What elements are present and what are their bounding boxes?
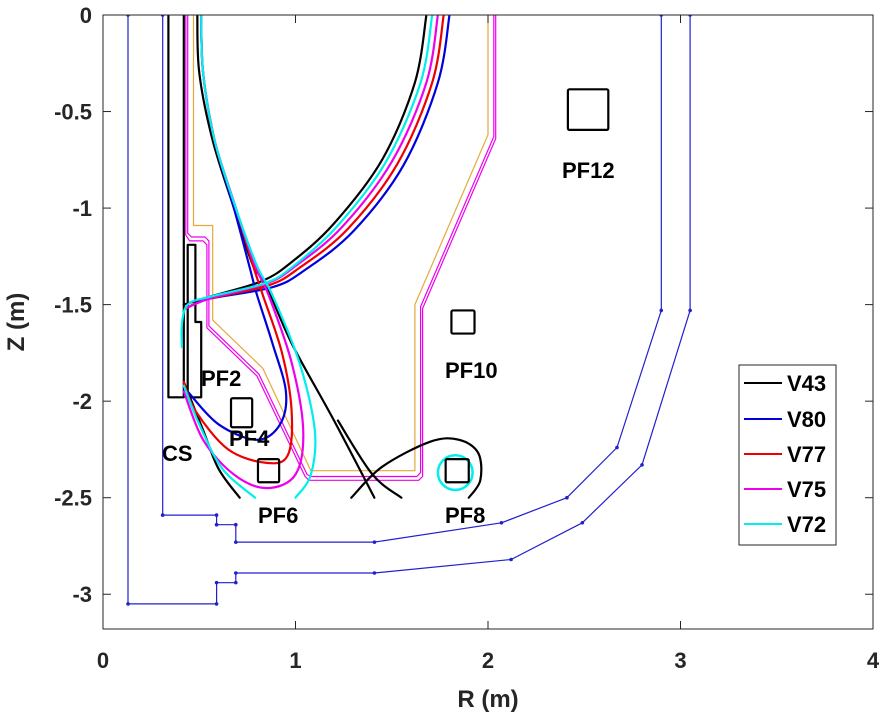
wall-vertex-marker <box>126 602 130 606</box>
wall-vertex-marker <box>214 522 219 527</box>
wall-vertex-marker <box>234 540 238 544</box>
series-v77 <box>182 15 445 465</box>
wall-vertex-marker <box>372 540 377 544</box>
legend-item-v72: V72 <box>744 512 826 537</box>
series-layer <box>180 15 483 499</box>
y-tick-label: -1.5 <box>54 293 92 318</box>
legend-label-v77: V77 <box>787 442 826 467</box>
wall-vertex-marker <box>160 513 165 517</box>
separatrix-v72-divertor-leg <box>182 384 257 499</box>
coil-cs: CS <box>162 441 193 466</box>
ticks-layer: 0 1 2 3 4 0 -0.5 -1 -1.5 -2 -2.5 -3 <box>54 3 880 673</box>
legend-item-v80: V80 <box>744 407 826 432</box>
y-axis-label: Z (m) <box>3 293 30 352</box>
wall-vertex-marker <box>234 571 238 575</box>
legend: V43 V80 V77 V75 V72 <box>738 364 837 546</box>
coil-box-pf10 <box>450 309 476 335</box>
wall-vertex-marker <box>214 602 219 606</box>
coil-label-pf6: PF6 <box>258 503 298 528</box>
wall-magenta-outer <box>187 15 495 478</box>
coil-label-pf8: PF8 <box>445 503 485 528</box>
separatrix-v72-upper-arc <box>180 15 434 349</box>
wall-vertex-marker <box>234 580 238 585</box>
legend-label-v75: V75 <box>787 477 826 502</box>
coil-box-pf6 <box>256 457 281 484</box>
wall-vertex-marker <box>659 308 664 313</box>
coils-layer: PF2 PF4 PF6 PF8 PF10 PF12 CS <box>162 88 615 528</box>
wall-pf2-shape <box>186 243 203 399</box>
separatrix-v72-left-leg <box>200 15 317 499</box>
x-tick-label: 0 <box>97 648 109 673</box>
x-tick-label: 3 <box>674 648 686 673</box>
wall-magenta-inner <box>185 15 497 481</box>
y-tick-label: -0.5 <box>54 100 92 125</box>
x-tick-label: 2 <box>482 648 494 673</box>
wall-cs-box <box>167 15 185 399</box>
legend-label-v43: V43 <box>787 371 826 396</box>
coil-pf8: PF8 <box>444 457 485 528</box>
y-tick-label: -2 <box>72 389 92 414</box>
x-axis-label: R (m) <box>457 686 518 713</box>
pf8-ring-v72 <box>436 454 474 492</box>
separatrix-v43-pf8-loop <box>350 437 483 499</box>
legend-label-v72: V72 <box>787 512 826 537</box>
separatrix-v43-cross-leg <box>336 419 403 499</box>
y-tick-label: 0 <box>80 3 92 28</box>
x-tick-label: 1 <box>289 648 301 673</box>
wall-vertex-marker <box>499 521 504 525</box>
coil-box-pf8 <box>444 457 470 484</box>
series-v72 <box>180 15 474 499</box>
wall-vertex-marker <box>565 495 569 500</box>
wall-vertex-marker <box>688 308 692 313</box>
coil-label-pf4: PF4 <box>229 426 270 451</box>
x-tick-label: 4 <box>867 648 880 673</box>
wall-vertex-marker <box>372 571 377 575</box>
coil-pf10: PF10 <box>445 309 498 383</box>
legend-item-v43: V43 <box>744 371 826 396</box>
coil-pf4: PF4 <box>229 397 270 451</box>
walls-layer <box>126 15 692 606</box>
coil-pf6: PF6 <box>256 457 298 528</box>
separatrix-v43-left-leg <box>196 15 376 499</box>
wall-vertex-marker <box>615 445 619 450</box>
coil-label-pf2: PF2 <box>201 366 241 391</box>
coil-box-pf4 <box>229 397 254 429</box>
wall-vertex-marker <box>214 513 219 517</box>
coil-pf12: PF12 <box>562 88 615 183</box>
coil-label-cs: CS <box>162 441 193 466</box>
coil-label-pf12: PF12 <box>562 158 615 183</box>
separatrix-v75-upper-arc <box>184 15 439 310</box>
wall-orange <box>192 15 489 472</box>
coil-box-pf12 <box>566 88 610 131</box>
wall-vertex-marker <box>234 522 238 527</box>
coil-label-pf10: PF10 <box>445 358 498 383</box>
wall-vertex-marker <box>214 580 219 585</box>
wall-outer-blue <box>127 15 691 605</box>
legend-item-v77: V77 <box>744 442 826 467</box>
legend-label-v80: V80 <box>787 407 826 432</box>
wall-vertex-marker <box>640 463 644 467</box>
y-tick-label: -3 <box>72 582 92 607</box>
wall-vertex-marker <box>580 521 585 525</box>
coil-pf2: PF2 <box>201 366 241 391</box>
y-tick-label: -1 <box>72 196 92 221</box>
separatrix-v80-upper-arc <box>184 15 451 310</box>
y-tick-label: -2.5 <box>54 486 92 511</box>
wall-inner-blue <box>162 15 662 543</box>
wall-vertex-marker <box>509 557 513 562</box>
legend-item-v75: V75 <box>744 477 826 502</box>
